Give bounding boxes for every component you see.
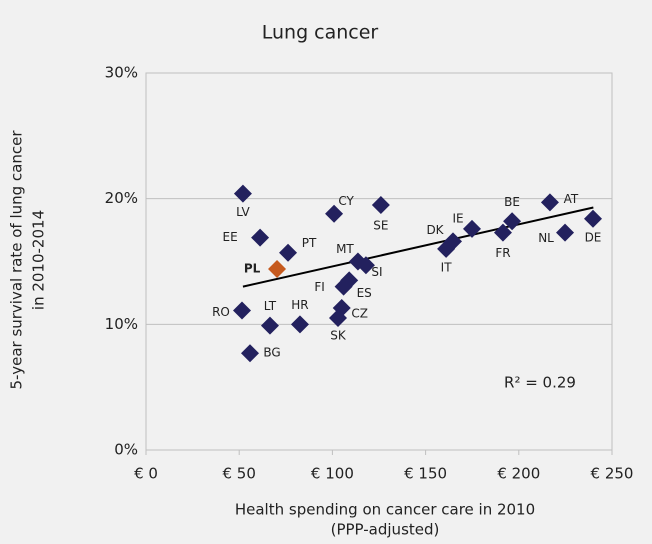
point [356, 256, 375, 275]
point [279, 243, 298, 262]
x-axis-label: Health spending on cancer care in 2010 [235, 501, 535, 519]
point-label: DE [585, 230, 602, 244]
point-label: BE [504, 195, 520, 209]
y-tick-label: 30% [105, 64, 138, 82]
y-tick-label: 10% [105, 315, 138, 333]
point [493, 223, 512, 242]
x-tick-label: € 0 [134, 465, 158, 483]
chart-title: Lung cancer [262, 22, 379, 44]
point-label: IT [441, 260, 453, 274]
trendline [242, 206, 594, 288]
point [540, 193, 559, 212]
point-label: SK [330, 329, 347, 343]
point [328, 309, 347, 328]
point [260, 316, 279, 335]
point-label: DK [426, 223, 444, 237]
point-label: BG [263, 346, 280, 360]
point [503, 212, 522, 231]
x-axis-label: (PPP-adjusted) [331, 521, 440, 539]
point-label: LT [264, 299, 277, 313]
point-label: FI [314, 280, 324, 294]
point [583, 209, 602, 228]
point-label: CZ [351, 306, 368, 320]
point [556, 223, 575, 242]
y-tick-label: 0% [114, 441, 138, 459]
point [371, 195, 390, 214]
point [290, 315, 309, 334]
point-label: HR [291, 298, 308, 312]
y-axis-label: in 2010-2014 [30, 210, 48, 310]
point-label: PL [244, 262, 261, 276]
point [251, 228, 270, 247]
point-label: SE [373, 218, 388, 232]
x-tick-label: € 100 [311, 465, 354, 483]
point [232, 301, 251, 320]
point-label: AT [564, 192, 579, 206]
point-label: PT [302, 236, 317, 250]
annotation: R² = 0.29 [504, 374, 576, 392]
point [268, 260, 287, 279]
point [233, 184, 252, 203]
point [463, 219, 482, 238]
y-tick-label: 20% [105, 189, 138, 207]
point [437, 239, 456, 258]
point-label: ES [357, 286, 372, 300]
x-tick-label: € 50 [222, 465, 255, 483]
point-label: RO [212, 305, 230, 319]
point-label: NL [538, 231, 554, 245]
point-label: MT [336, 242, 354, 256]
point [325, 204, 344, 223]
x-tick-label: € 150 [404, 465, 447, 483]
point [241, 344, 260, 363]
point-label: LV [236, 205, 250, 219]
point-label: CY [338, 194, 354, 208]
point [340, 271, 359, 290]
point-label: IE [452, 211, 463, 225]
y-axis-label: 5-year survival rate of lung cancer [8, 130, 26, 390]
x-tick-label: € 200 [497, 465, 540, 483]
point-label: EE [222, 230, 237, 244]
point-label: FR [495, 246, 510, 260]
plot-area [145, 72, 613, 451]
point-label: SI [371, 265, 382, 279]
x-tick-label: € 250 [591, 465, 634, 483]
